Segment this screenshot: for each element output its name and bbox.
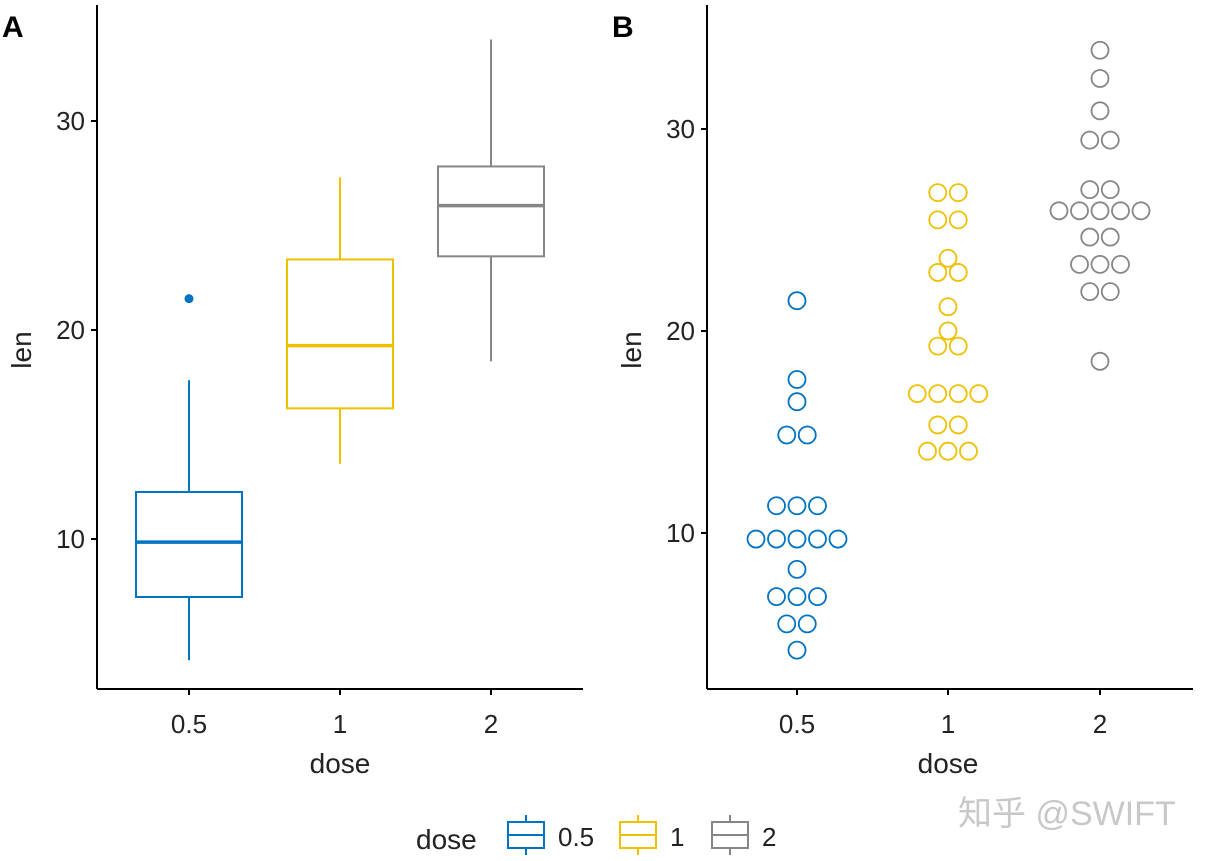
dot bbox=[948, 384, 968, 404]
dot bbox=[969, 384, 989, 404]
legend-item-label: 1 bbox=[670, 822, 684, 852]
dot bbox=[938, 297, 958, 317]
dot bbox=[746, 529, 766, 549]
dot bbox=[787, 640, 807, 660]
dot bbox=[787, 559, 807, 579]
y-axis-label-b: len bbox=[616, 331, 647, 368]
dot bbox=[797, 614, 817, 634]
dot bbox=[928, 415, 948, 435]
dot bbox=[777, 425, 797, 445]
panel-label-a: A bbox=[2, 11, 24, 44]
dot bbox=[938, 321, 958, 341]
dot bbox=[1080, 130, 1100, 150]
dot bbox=[948, 336, 968, 356]
dot bbox=[1090, 201, 1110, 221]
panel-a-x-tick-label: 0.5 bbox=[171, 709, 207, 739]
dot bbox=[808, 587, 827, 607]
dot bbox=[787, 392, 807, 412]
panel-a-boxplot: 10 20 30 0.5 1 2 bbox=[56, 5, 583, 739]
dot bbox=[928, 263, 948, 282]
dot bbox=[767, 496, 786, 516]
dot bbox=[1090, 351, 1110, 371]
dot bbox=[787, 496, 807, 516]
y-axis-label-a: len bbox=[6, 331, 37, 368]
dot bbox=[767, 587, 786, 607]
dot bbox=[808, 529, 827, 549]
x-axis-label-b: dose bbox=[918, 748, 979, 779]
panel-a-x-tick-label: 2 bbox=[484, 709, 498, 739]
legend-item-label: 2 bbox=[762, 822, 776, 852]
dot bbox=[767, 529, 786, 549]
legend-title: dose bbox=[416, 824, 477, 855]
panel-b-x-tick-label: 1 bbox=[941, 709, 955, 739]
panel-b-y-tick-label: 30 bbox=[666, 114, 695, 144]
dot bbox=[928, 210, 948, 230]
box bbox=[437, 165, 545, 258]
dot bbox=[1100, 180, 1120, 200]
panel-a-x-tick-label: 1 bbox=[333, 709, 347, 739]
panel-b-y-tick-label: 10 bbox=[666, 518, 695, 548]
panel-b-y-tick-label: 20 bbox=[666, 316, 695, 346]
box bbox=[286, 258, 394, 410]
panel-b-dotplot: 10 20 30 0.5 1 2 bbox=[666, 5, 1193, 739]
dot bbox=[1049, 201, 1069, 221]
dot bbox=[948, 183, 968, 203]
panel-a-y-tick-label: 10 bbox=[56, 524, 85, 554]
dot bbox=[1111, 254, 1130, 274]
dot bbox=[1100, 282, 1120, 302]
dot bbox=[787, 529, 807, 549]
legend: 0.5 1 2 bbox=[507, 815, 776, 855]
dot bbox=[1080, 227, 1100, 247]
panel-a-y-tick-label: 30 bbox=[56, 106, 85, 136]
dot bbox=[938, 441, 958, 461]
dot bbox=[1090, 254, 1110, 274]
dot bbox=[918, 441, 937, 461]
dot bbox=[777, 614, 797, 634]
dot bbox=[948, 263, 968, 282]
dot bbox=[1111, 201, 1130, 221]
dot bbox=[1080, 180, 1100, 200]
outlier-point bbox=[184, 294, 194, 304]
dot bbox=[808, 496, 827, 516]
dot bbox=[948, 415, 968, 435]
dot bbox=[1070, 254, 1089, 274]
panel-a-y-tick-label: 20 bbox=[56, 315, 85, 345]
dot bbox=[1090, 40, 1110, 60]
dot bbox=[1090, 101, 1110, 121]
dot bbox=[1090, 69, 1110, 88]
dot bbox=[1100, 130, 1120, 150]
dot bbox=[787, 587, 807, 607]
dot bbox=[959, 441, 978, 461]
dot bbox=[948, 210, 968, 230]
dot bbox=[1070, 201, 1089, 221]
dot bbox=[1100, 227, 1120, 247]
dot bbox=[1080, 282, 1100, 302]
dot bbox=[1131, 201, 1151, 221]
dot bbox=[797, 425, 817, 445]
dot bbox=[787, 370, 807, 389]
x-axis-label-a: dose bbox=[310, 748, 371, 779]
dot bbox=[928, 384, 948, 404]
dot bbox=[938, 248, 958, 268]
dot bbox=[928, 336, 948, 356]
dot bbox=[928, 183, 948, 203]
panel-label-b: B bbox=[612, 11, 634, 44]
panel-b-x-tick-label: 2 bbox=[1093, 709, 1107, 739]
watermark: 知乎 @SWIFT bbox=[958, 795, 1176, 833]
panel-b-x-tick-label: 0.5 bbox=[779, 709, 815, 739]
dot bbox=[828, 529, 848, 549]
legend-item-label: 0.5 bbox=[558, 822, 594, 852]
box bbox=[135, 490, 243, 598]
dot bbox=[907, 384, 927, 404]
dot bbox=[787, 291, 807, 311]
